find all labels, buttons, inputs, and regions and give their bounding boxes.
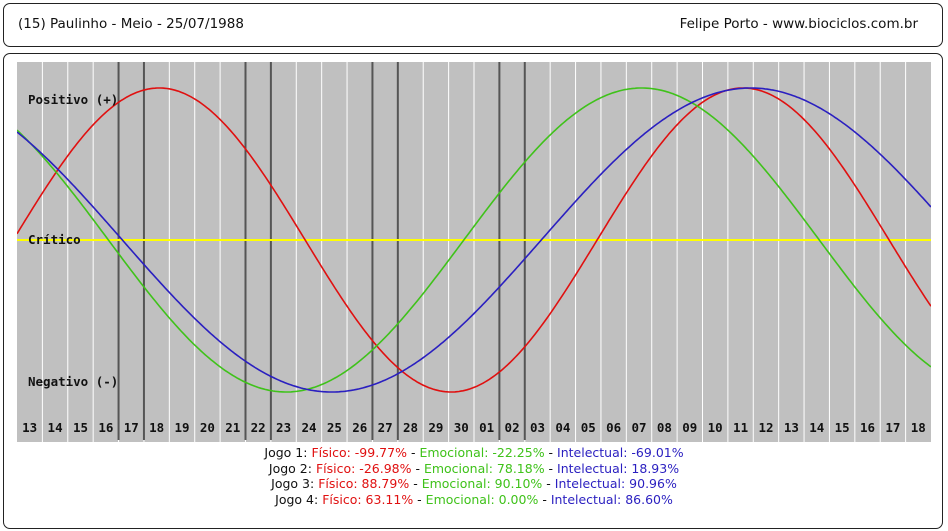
day-tick-label: 10 [708, 420, 723, 435]
fisico-value: Físico: -99.77% [311, 445, 407, 460]
intelectual-value: Intelectual: -69.01% [557, 445, 684, 460]
separator: - [411, 460, 424, 476]
day-tick-label: 24 [301, 420, 316, 435]
negative-label: Negativo (-) [28, 374, 118, 389]
jogo-label: Jogo 2: [268, 460, 312, 476]
critical-label: Crítico [28, 232, 81, 247]
separator: - [538, 491, 551, 507]
emocional-value: Emocional: 90.10% [421, 476, 543, 491]
day-tick-label: 18 [911, 420, 926, 435]
day-tick-label: 16 [98, 420, 113, 435]
separator: - [406, 445, 420, 460]
day-tick-label: 05 [581, 420, 596, 435]
day-tick-label: 25 [327, 420, 342, 435]
jogo-label: Jogo 4: [275, 491, 319, 507]
day-tick-label: 23 [276, 420, 291, 435]
day-tick-label: 15 [835, 420, 850, 435]
jogo-row: Jogo 1: Físico: -99.77% - Emocional: -22… [0, 445, 948, 461]
day-tick-label: 09 [682, 420, 697, 435]
fisico-value: Físico: 63.11% [322, 491, 414, 507]
day-tick-label: 18 [149, 420, 164, 435]
day-tick-label: 13 [784, 420, 799, 435]
day-tick-label: 19 [174, 420, 189, 435]
jogo-label: Jogo 3: [271, 476, 315, 491]
intelectual-value: Intelectual: 86.60% [550, 491, 673, 507]
day-tick-label: 07 [631, 420, 646, 435]
day-tick-labels: 13 14 15 16 17 18 19 20 21 22 23 24 25 26 27 28 29 30 01 02… [22, 420, 926, 435]
intelectual-value: Intelectual: 18.93% [557, 460, 680, 476]
day-tick-label: 17 [885, 420, 900, 435]
jogo-row: Jogo 4: Físico: 63.11% - Emocional: 0.00… [0, 492, 948, 508]
day-tick-label: 13 [22, 420, 37, 435]
day-tick-label: 04 [555, 420, 570, 435]
fisico-curve [17, 87, 931, 393]
day-tick-label: 02 [505, 420, 520, 435]
jogo-row: Jogo 2: Físico: -26.98% - Emocional: 78.… [0, 461, 948, 477]
biorhythm-curves [17, 87, 931, 393]
day-tick-label: 27 [378, 420, 393, 435]
day-tick-label: 16 [860, 420, 875, 435]
day-tick-label: 11 [733, 420, 748, 435]
separator: - [409, 476, 422, 491]
intelectual-value: Intelectual: 90.96% [554, 476, 677, 491]
game-stats: Jogo 1: Físico: -99.77% - Emocional: -22… [0, 445, 948, 507]
day-tick-label: 15 [73, 420, 88, 435]
emocional-value: Emocional: 0.00% [425, 491, 539, 507]
separator: - [544, 460, 558, 476]
positive-label: Positivo (+) [28, 92, 118, 107]
day-tick-label: 03 [530, 420, 545, 435]
fisico-value: Físico: -26.98% [315, 460, 412, 476]
separator: - [544, 445, 558, 460]
jogo-label: Jogo 1: [264, 445, 308, 460]
day-tick-label: 12 [758, 420, 773, 435]
site-credit: Felipe Porto - www.biociclos.com.br [679, 16, 918, 32]
day-tick-label: 08 [657, 420, 672, 435]
emocional-value: Emocional: -22.25% [419, 445, 545, 460]
day-tick-label: 14 [48, 420, 63, 435]
day-tick-label: 26 [352, 420, 367, 435]
jogo-row: Jogo 3: Físico: 88.79% - Emocional: 90.1… [0, 476, 948, 492]
fisico-value: Físico: 88.79% [318, 476, 410, 491]
day-tick-label: 21 [225, 420, 240, 435]
header-box: (15) Paulinho - Meio - 25/07/1988 Felipe… [3, 3, 943, 47]
day-tick-label: 22 [251, 420, 266, 435]
player-title: (15) Paulinho - Meio - 25/07/1988 [18, 16, 244, 32]
day-tick-label: 30 [454, 420, 469, 435]
day-tick-label: 29 [428, 420, 443, 435]
game-markers [117, 62, 526, 440]
day-tick-label: 20 [200, 420, 215, 435]
day-tick-label: 01 [479, 420, 494, 435]
separator: - [542, 476, 555, 491]
day-tick-label: 14 [809, 420, 824, 435]
biorhythm-chart: Positivo (+) Crítico Negativo (-) 13 14 15… [17, 62, 931, 442]
emocional-value: Emocional: 78.18% [423, 460, 545, 476]
day-tick-label: 06 [606, 420, 621, 435]
day-tick-label: 28 [403, 420, 418, 435]
intelectual-curve [17, 87, 931, 393]
emocional-curve [17, 87, 931, 393]
day-tick-label: 17 [124, 420, 139, 435]
separator: - [413, 491, 426, 507]
